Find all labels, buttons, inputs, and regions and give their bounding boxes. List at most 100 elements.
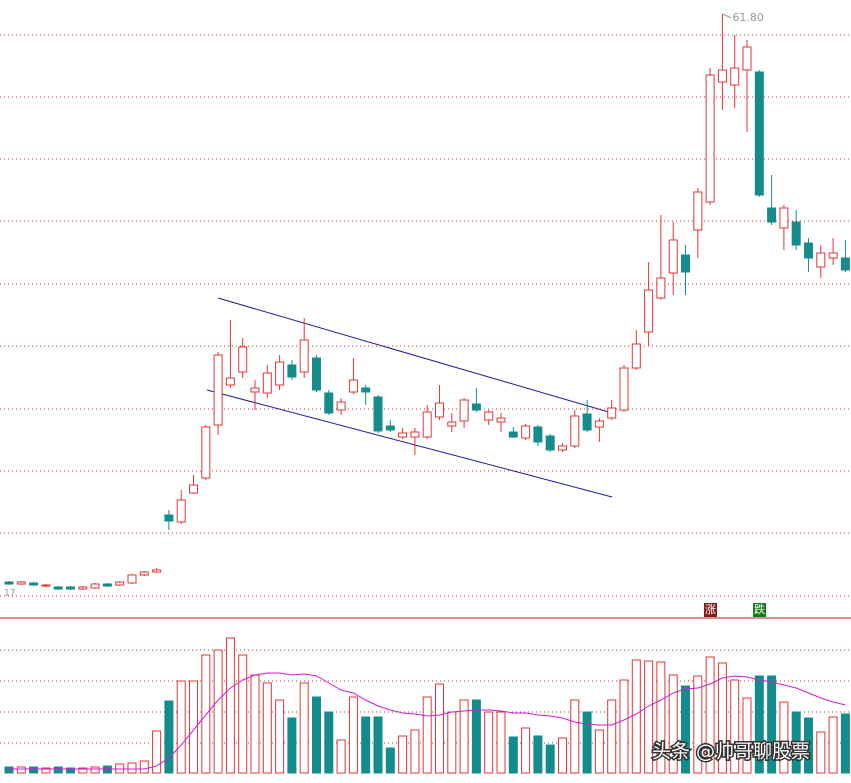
- candle-body: [90, 583, 100, 589]
- volume-bar: [16, 766, 26, 774]
- volume-bar: [213, 649, 223, 774]
- candle-body: [459, 399, 469, 422]
- candle-body: [779, 207, 789, 229]
- watermark: 头条 @帅哥聊股票: [652, 741, 810, 763]
- volume-bar: [4, 766, 14, 774]
- volume-bar: [164, 700, 174, 774]
- volume-bar: [312, 696, 321, 774]
- candle-body: [484, 411, 494, 421]
- candle-body: [361, 387, 371, 393]
- candle-body: [558, 445, 567, 451]
- candle-body: [644, 289, 654, 333]
- candle-body: [570, 415, 580, 447]
- trend-line: [217, 297, 613, 414]
- volume-bar: [681, 685, 690, 774]
- candle-body: [201, 426, 211, 479]
- volume-bar: [262, 682, 272, 774]
- down-marker: 跌: [754, 602, 765, 616]
- volume-bar: [201, 654, 211, 774]
- candle-body: [238, 346, 248, 373]
- candle-body: [4, 581, 14, 585]
- candle-body: [619, 367, 629, 411]
- volume-bar: [558, 737, 567, 774]
- volume-bar: [373, 716, 383, 774]
- candle-body: [127, 574, 137, 584]
- volume-bar: [779, 701, 789, 774]
- up-marker: 涨: [705, 603, 716, 616]
- candle-body: [410, 431, 420, 438]
- candle-body: [656, 277, 666, 299]
- volume-bar: [693, 675, 703, 774]
- volume-bar: [250, 674, 260, 774]
- volume-bar: [594, 729, 604, 774]
- candle-body: [607, 407, 617, 419]
- candle-body: [435, 402, 444, 418]
- volume-bar: [804, 717, 813, 774]
- volume-bar: [275, 699, 285, 774]
- volume-bar: [336, 739, 346, 774]
- candle-body: [115, 581, 125, 586]
- candle-body: [730, 67, 740, 86]
- candle-body: [102, 583, 112, 587]
- candle-body: [152, 569, 162, 573]
- candle-body: [742, 46, 752, 71]
- candle-body: [53, 586, 63, 590]
- max-label: 61.80: [732, 11, 764, 24]
- volume-bar: [631, 659, 641, 774]
- volume-bar: [348, 696, 358, 774]
- candle-body: [533, 426, 543, 443]
- candle-body: [767, 207, 777, 223]
- volume-bar: [570, 699, 580, 774]
- candle-body: [225, 377, 235, 386]
- candle-body: [471, 403, 481, 411]
- candle-body: [213, 354, 223, 426]
- volume-bar: [619, 679, 629, 774]
- candle-body: [594, 420, 604, 428]
- volume-bar: [225, 637, 235, 774]
- candle-body: [78, 586, 88, 590]
- volume-bar: [668, 674, 678, 774]
- volume-bar: [41, 767, 51, 774]
- candle-body: [41, 584, 51, 587]
- volume-bar: [607, 699, 617, 774]
- volume-bar: [496, 711, 506, 774]
- candle-body: [312, 357, 321, 391]
- candle-body: [496, 417, 506, 423]
- candle-body: [29, 582, 39, 586]
- volume-bar: [644, 660, 654, 774]
- candle-body: [754, 71, 764, 196]
- candle-body: [508, 431, 518, 438]
- volume-bar: [66, 767, 75, 774]
- volume-bar: [410, 729, 420, 774]
- up-marker-box: [704, 603, 717, 617]
- volume-bar: [90, 766, 100, 774]
- volume-ma-line: [9, 672, 846, 770]
- volume-bar: [422, 696, 432, 774]
- volume-bar: [287, 717, 297, 774]
- candle-body: [275, 361, 285, 386]
- candle-body: [385, 425, 395, 431]
- volume-bar: [139, 760, 149, 774]
- candle-body: [287, 364, 297, 378]
- volume-bar: [767, 675, 777, 774]
- volume-bar: [816, 731, 826, 774]
- candle-body: [631, 343, 641, 369]
- volume-bar: [533, 735, 543, 774]
- candle-body: [189, 484, 198, 494]
- volume-bar: [78, 767, 88, 774]
- min-label: 17: [4, 589, 15, 599]
- candle-body: [324, 392, 334, 414]
- volume-bar: [324, 711, 334, 774]
- candle-body: [373, 396, 383, 432]
- volume-bar: [828, 716, 838, 774]
- volume-bar: [840, 713, 850, 774]
- candle-body: [668, 239, 678, 274]
- volume-bar: [471, 699, 481, 774]
- down-marker-box: [753, 603, 766, 617]
- volume-bar: [508, 736, 518, 774]
- volume-bar: [152, 730, 162, 774]
- candle-body: [791, 221, 801, 246]
- candle-body: [705, 74, 715, 203]
- candle-body: [447, 421, 457, 427]
